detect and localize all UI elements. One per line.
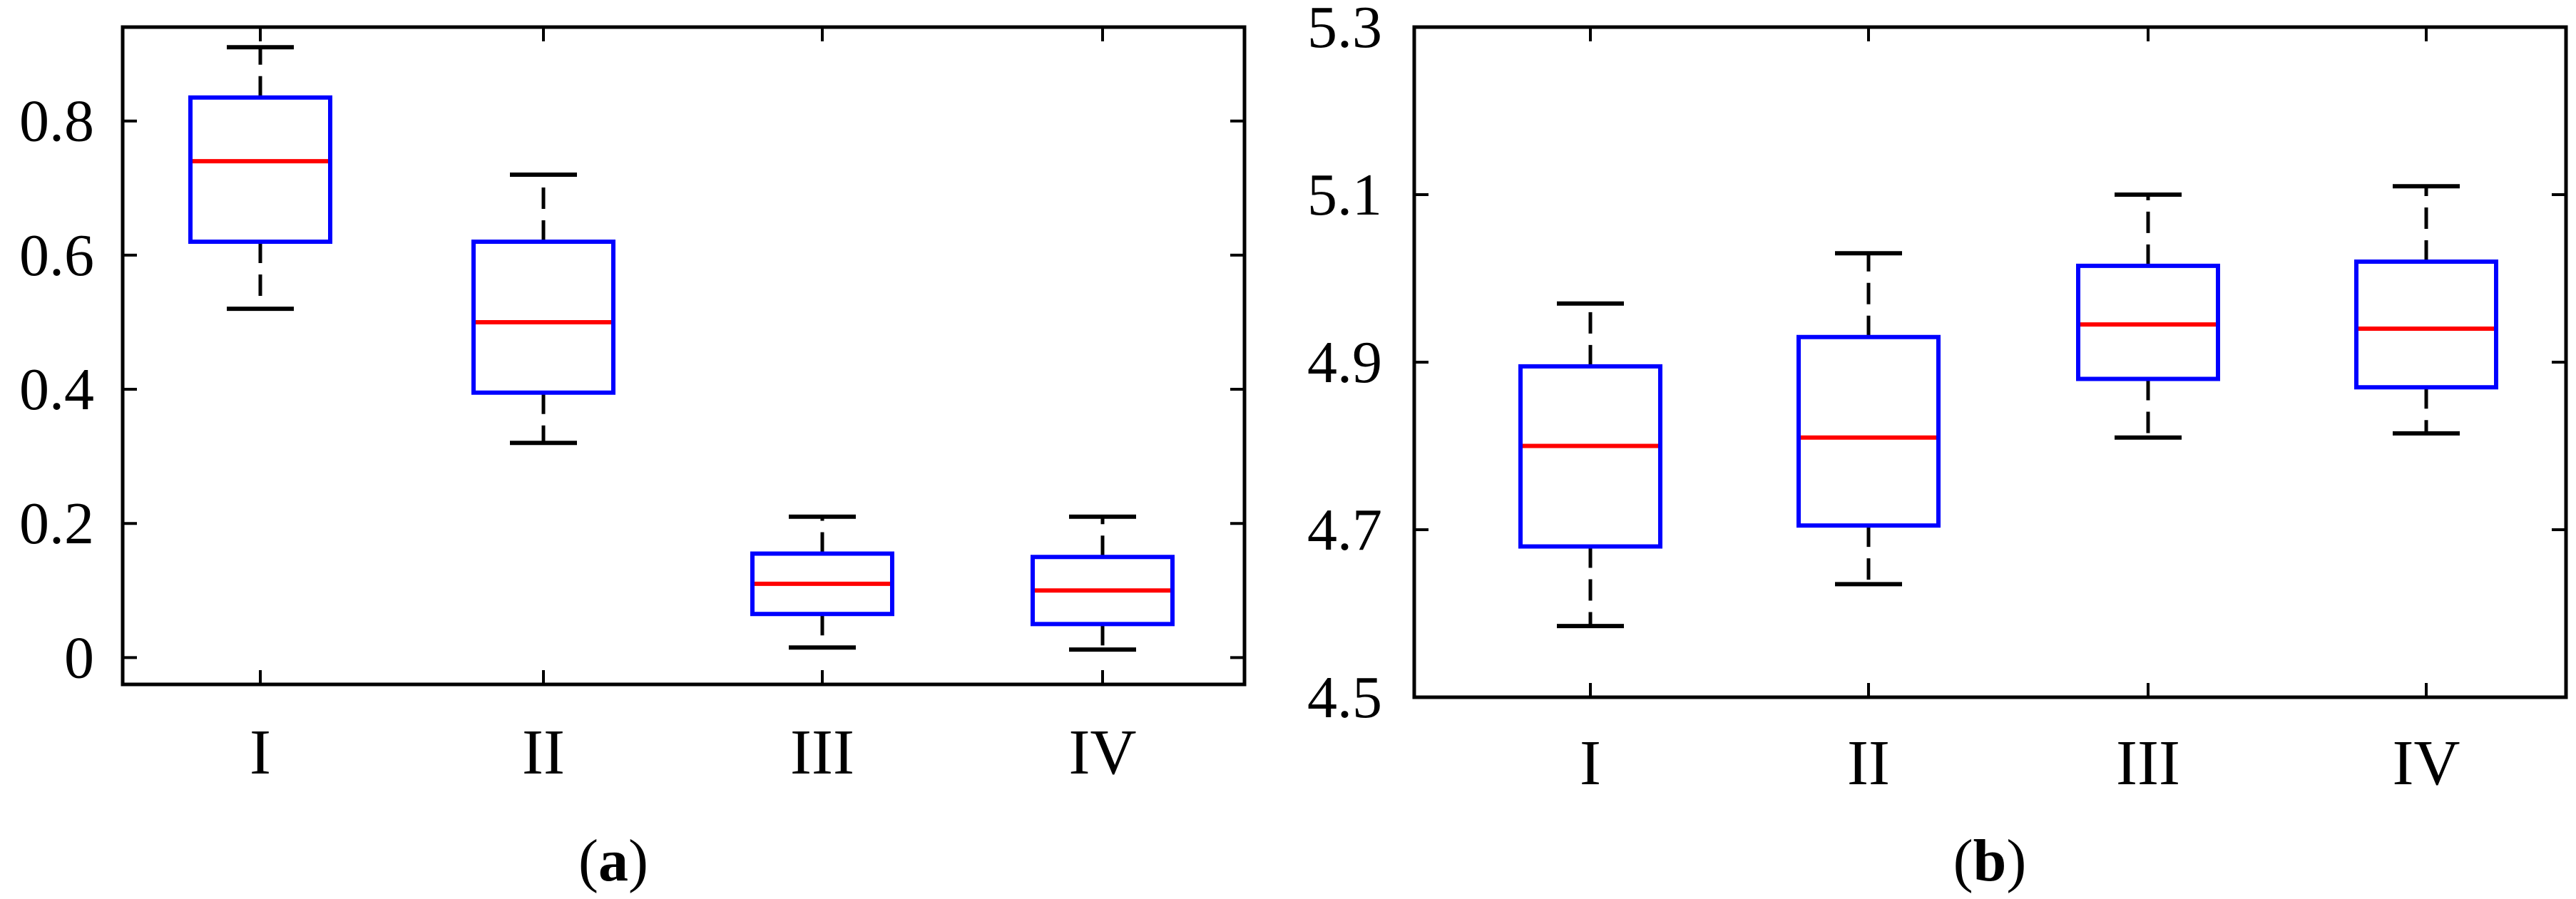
box-IV	[1031, 514, 1175, 652]
panel-caption-letter: a	[598, 828, 628, 894]
y-tick-label: 0.6	[19, 222, 94, 289]
y-tick-label: 0	[64, 625, 94, 691]
x-tick-label: III	[2116, 728, 2180, 798]
x-tick-label: III	[790, 717, 854, 788]
panel-b-boxplot: 4.54.74.95.15.3I II III IV(b)	[1307, 0, 2568, 894]
iqr-box	[2354, 260, 2498, 390]
iqr-box	[471, 240, 615, 395]
box-III	[750, 514, 894, 650]
x-tick-label: II	[1847, 728, 1890, 798]
y-tick-label: 0.8	[19, 88, 94, 155]
x-tick-label: IV	[2393, 728, 2460, 798]
iqr-box	[188, 95, 332, 245]
y-tick-label: 5.3	[1307, 0, 1382, 61]
plot-frame	[121, 25, 1247, 687]
x-tick-label: II	[522, 717, 565, 788]
box-II	[1796, 251, 1941, 587]
x-tick-label: I	[1580, 728, 1601, 798]
panel-caption-letter: b	[1973, 828, 2007, 894]
box-I	[1518, 301, 1662, 629]
y-tick-label: 0.4	[19, 356, 94, 423]
panel-caption: (a)	[578, 828, 648, 894]
box-II	[471, 172, 615, 446]
y-tick-label: 4.7	[1307, 497, 1382, 563]
y-tick-label: 4.5	[1307, 664, 1382, 731]
panel-caption: (b)	[1953, 828, 2027, 894]
y-tick-label: 0.2	[19, 490, 94, 557]
iqr-box	[1796, 334, 1941, 528]
box-IV	[2354, 184, 2498, 436]
box-III	[2076, 192, 2220, 440]
box-I	[188, 45, 332, 312]
x-tick-label: IV	[1069, 717, 1137, 788]
x-tick-label: I	[250, 717, 271, 788]
y-tick-label: 4.9	[1307, 329, 1382, 396]
y-tick-label: 5.1	[1307, 162, 1382, 228]
panel-a-boxplot: 00.20.40.60.8I II III IV(a)	[19, 25, 1247, 894]
iqr-box	[1518, 364, 1662, 549]
